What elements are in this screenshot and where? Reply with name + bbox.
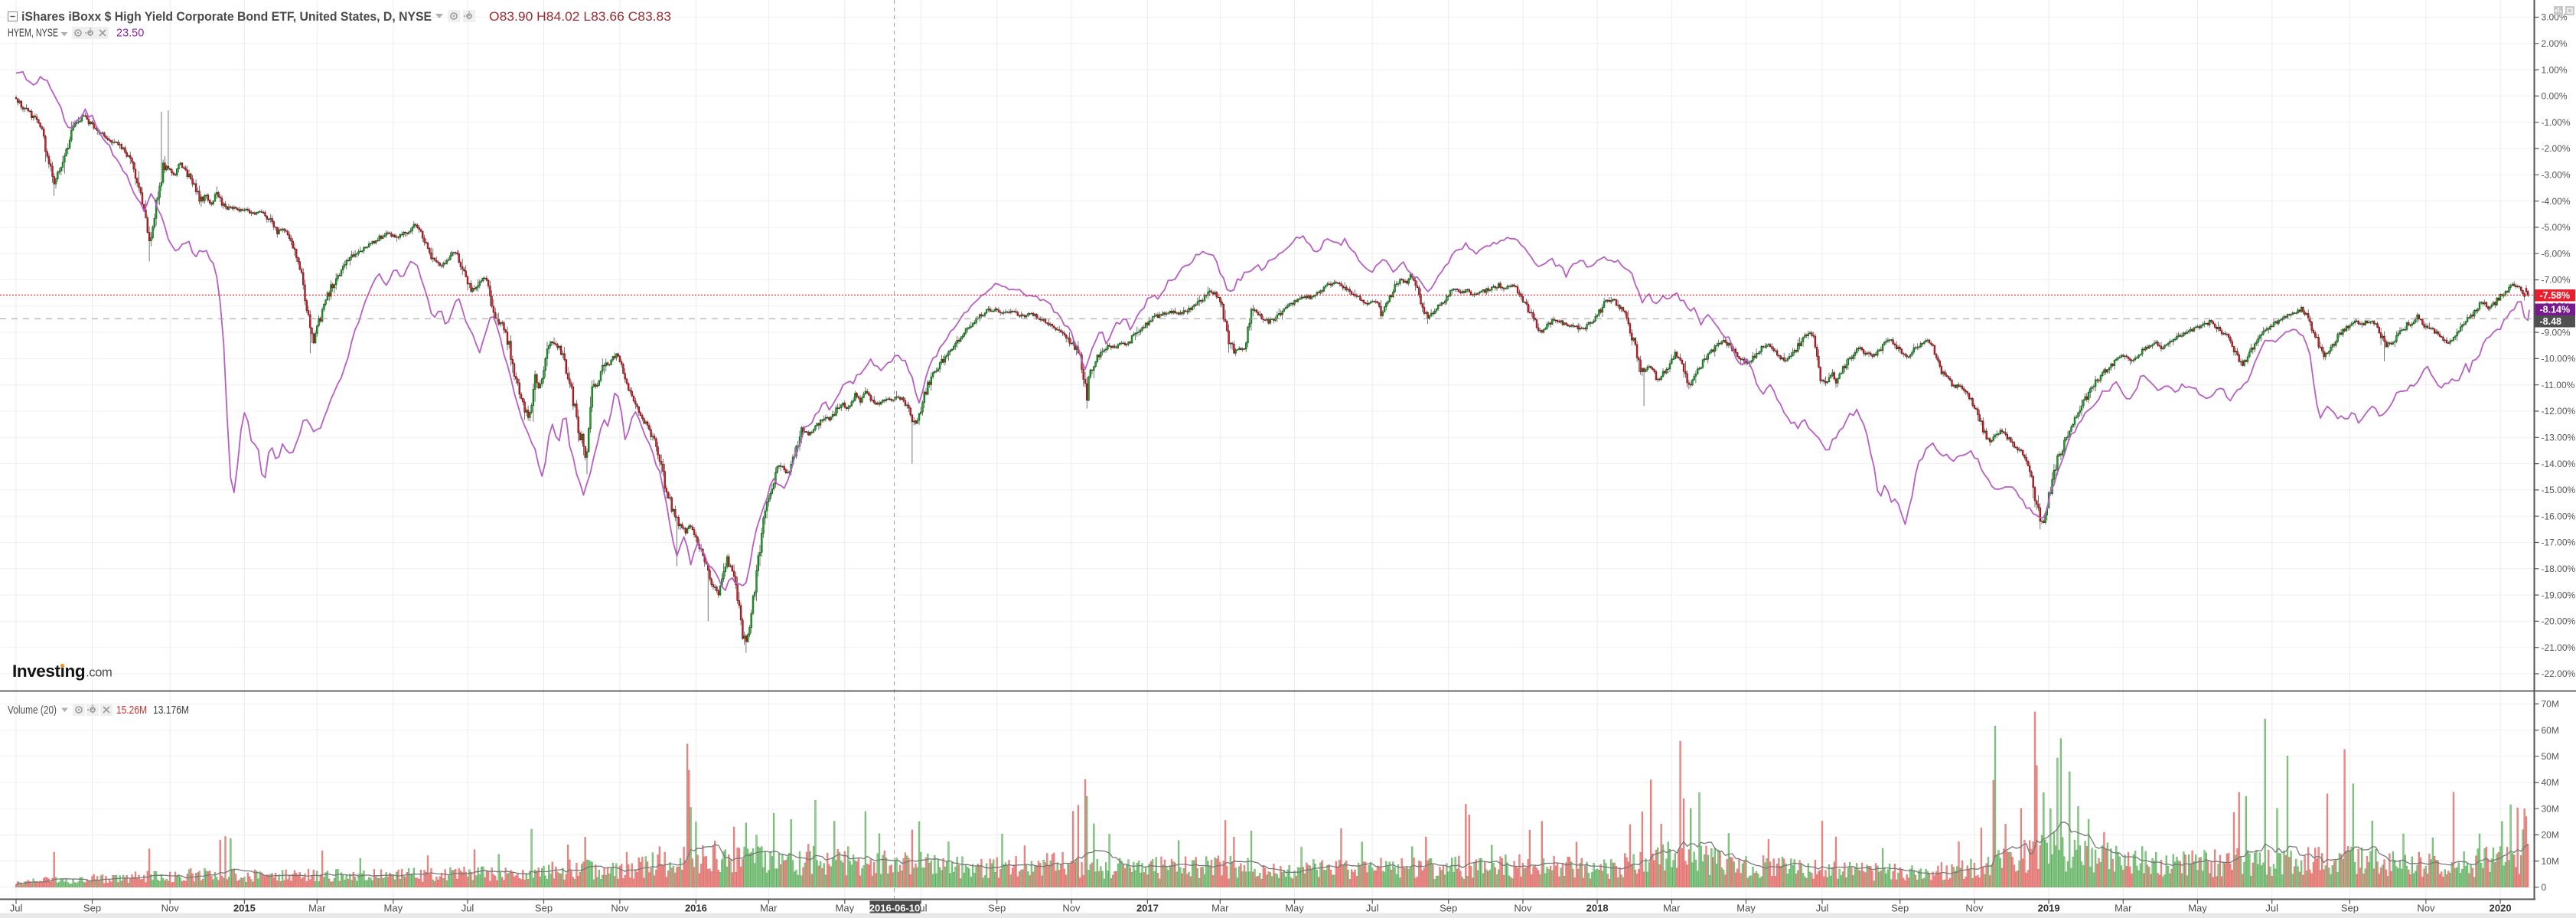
svg-text:-6.00%: -6.00% (2542, 248, 2571, 259)
svg-text:2017: 2017 (1136, 903, 1159, 914)
svg-text:Mar: Mar (2115, 903, 2132, 914)
svg-text:13.176M: 13.176M (153, 704, 189, 717)
svg-text:-9.00%: -9.00% (2542, 327, 2571, 338)
svg-text:Jul: Jul (2265, 903, 2278, 914)
svg-text:iShares iBoxx $ High Yield Cor: iShares iBoxx $ High Yield Corporate Bon… (21, 9, 432, 24)
svg-text:May: May (1736, 903, 1756, 914)
svg-text:Nov: Nov (1965, 903, 1984, 914)
svg-text:2020: 2020 (2490, 903, 2512, 914)
svg-text:Jul: Jul (461, 903, 474, 914)
svg-text:-16.00%: -16.00% (2542, 511, 2576, 521)
svg-text:Mar: Mar (760, 903, 778, 914)
svg-text:O83.90 H84.02 L83.66 C83.83: O83.90 H84.02 L83.66 C83.83 (489, 9, 671, 24)
svg-text:0.00%: 0.00% (2542, 91, 2568, 102)
svg-text:2019: 2019 (2038, 903, 2060, 914)
svg-text:-22.00%: -22.00% (2542, 668, 2576, 679)
svg-text:70M: 70M (2542, 699, 2559, 710)
svg-text:50M: 50M (2542, 751, 2559, 762)
svg-text:10M: 10M (2542, 856, 2559, 867)
svg-text:-3.00%: -3.00% (2542, 170, 2571, 181)
svg-text:-11.00%: -11.00% (2542, 380, 2575, 390)
svg-text:-8.14%: -8.14% (2540, 305, 2571, 315)
svg-text:Volume (20): Volume (20) (8, 704, 57, 717)
svg-text:Nov: Nov (611, 903, 629, 914)
svg-text:Sep: Sep (83, 903, 101, 914)
svg-text:-20.00%: -20.00% (2542, 616, 2576, 627)
svg-text:-13.00%: -13.00% (2542, 433, 2576, 443)
svg-text:30M: 30M (2542, 803, 2559, 814)
svg-text:-5.00%: -5.00% (2542, 222, 2571, 233)
svg-text:15.26M: 15.26M (116, 704, 147, 717)
svg-text:1.00%: 1.00% (2542, 64, 2568, 75)
svg-text:40M: 40M (2542, 777, 2559, 788)
svg-text:2018: 2018 (1586, 903, 1609, 914)
svg-text:Nov: Nov (161, 903, 180, 914)
svg-text:-17.00%: -17.00% (2542, 537, 2576, 548)
svg-text:-8.48: -8.48 (2540, 316, 2562, 327)
svg-text:Jul: Jul (10, 903, 23, 914)
svg-text:-14.00%: -14.00% (2542, 459, 2576, 469)
svg-text:Sep: Sep (988, 903, 1006, 914)
svg-text:-1.00%: -1.00% (2542, 117, 2571, 128)
svg-text:2.00%: 2.00% (2542, 38, 2568, 49)
svg-text:-4.00%: -4.00% (2542, 196, 2571, 207)
svg-text:May: May (384, 903, 403, 914)
svg-text:HYEM, NYSE: HYEM, NYSE (8, 28, 58, 40)
svg-text:-10.00%: -10.00% (2542, 354, 2576, 364)
svg-text:2016: 2016 (685, 903, 707, 914)
svg-text:May: May (836, 903, 855, 914)
svg-text:23.50: 23.50 (116, 28, 144, 40)
svg-text:-19.00%: -19.00% (2542, 590, 2576, 600)
svg-text:Mar: Mar (1663, 903, 1681, 914)
svg-text:-21.00%: -21.00% (2542, 642, 2576, 653)
svg-text:0: 0 (2542, 882, 2547, 893)
svg-text:Nov: Nov (1062, 903, 1081, 914)
svg-text:-2.00%: -2.00% (2542, 143, 2571, 154)
svg-text:2015: 2015 (233, 903, 256, 914)
svg-text:Mar: Mar (308, 903, 326, 914)
svg-text:Jul: Jul (1366, 903, 1379, 914)
svg-text:Sep: Sep (1891, 903, 1909, 914)
svg-text:-18.00%: -18.00% (2542, 564, 2576, 574)
svg-text:Nov: Nov (2417, 903, 2435, 914)
svg-text:-7.00%: -7.00% (2542, 275, 2571, 286)
svg-text:-7.58%: -7.58% (2540, 290, 2571, 301)
svg-text:-12.00%: -12.00% (2542, 406, 2576, 417)
svg-text:Sep: Sep (1440, 903, 1457, 914)
svg-text:Sep: Sep (2341, 903, 2359, 914)
svg-text:60M: 60M (2542, 725, 2559, 736)
svg-text:20M: 20M (2542, 830, 2559, 841)
svg-text:May: May (2188, 903, 2207, 914)
svg-text:Jul: Jul (1816, 903, 1829, 914)
svg-text:-15.00%: -15.00% (2542, 485, 2576, 495)
svg-text:Mar: Mar (1211, 903, 1229, 914)
svg-text:Sep: Sep (535, 903, 553, 914)
svg-text:Nov: Nov (1514, 903, 1532, 914)
svg-text:2016-06-10: 2016-06-10 (869, 903, 921, 914)
svg-text:May: May (1285, 903, 1304, 914)
